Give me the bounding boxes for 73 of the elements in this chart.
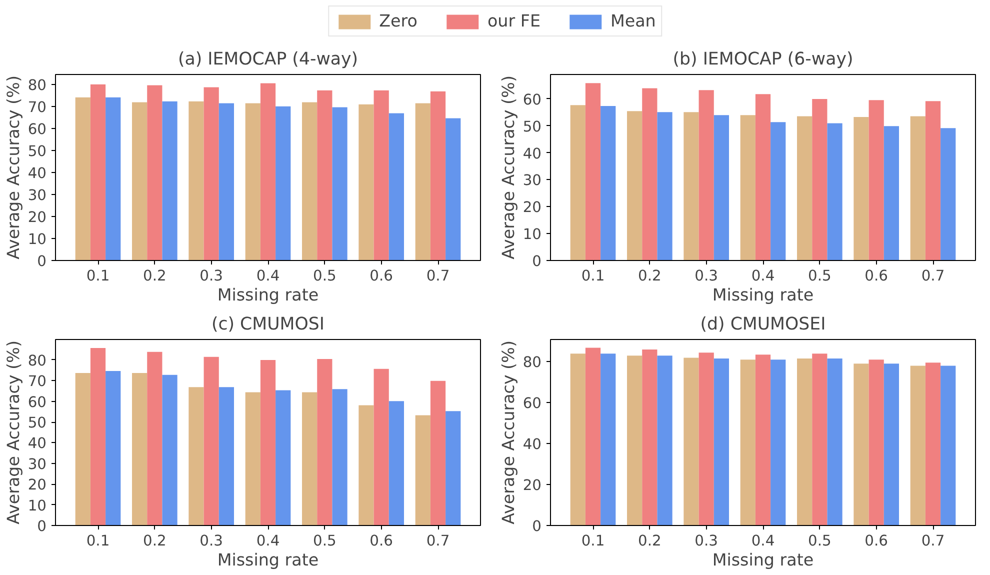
y-tick-label: 50 <box>28 414 47 432</box>
y-tick-label: 70 <box>28 373 47 390</box>
y-tick-label: 0 <box>532 518 542 535</box>
x-tick-label: 0.7 <box>426 268 450 284</box>
y-tick-label: 60 <box>28 394 47 411</box>
x-tick-label: 0.1 <box>86 532 110 550</box>
y-tick-label: 40 <box>522 145 542 162</box>
x-tick-label: 0.3 <box>694 268 718 284</box>
y-tick-label: 10 <box>522 226 542 244</box>
y-tick-label: 80 <box>28 77 47 94</box>
x-tick-label: 0.4 <box>751 268 775 284</box>
x-tick-label: 0.1 <box>581 532 605 550</box>
y-tick-label: 20 <box>28 209 47 226</box>
y-tick-label: 20 <box>522 199 542 216</box>
x-tick-label: 0.4 <box>256 532 280 550</box>
y-tick-label: 40 <box>28 435 47 452</box>
legend-label: Mean <box>610 12 656 30</box>
y-tick-label: 40 <box>28 165 47 182</box>
y-tick-label: 60 <box>28 121 47 138</box>
x-axis-title: Missing rate <box>217 550 319 570</box>
chart-title: (c) CMUMOSI <box>212 314 325 334</box>
x-tick-label: 0.1 <box>581 268 605 284</box>
x-axis-title: Missing rate <box>712 286 814 304</box>
y-tick-label: 30 <box>28 456 47 473</box>
x-tick-label: 0.1 <box>86 268 110 284</box>
y-tick-label: 20 <box>28 476 47 494</box>
x-tick-label: 0.5 <box>808 532 832 550</box>
x-tick-label: 0.5 <box>313 268 336 284</box>
y-axis-title: Average Accuracy (%) <box>4 76 23 260</box>
y-tick-label: 80 <box>28 352 47 370</box>
x-tick-label: 0.3 <box>694 532 718 550</box>
x-tick-label: 0.3 <box>200 532 223 550</box>
y-tick-label: 30 <box>28 187 47 204</box>
y-tick-label: 0 <box>37 253 47 270</box>
y-tick-label: 60 <box>522 395 542 412</box>
x-tick-label: 0.2 <box>638 268 662 284</box>
y-tick-label: 80 <box>522 354 542 372</box>
y-axis-title: Average Accuracy (%) <box>498 76 518 260</box>
y-tick-label: 60 <box>522 91 542 108</box>
y-axis-title: Average Accuracy (%) <box>4 340 23 524</box>
legend-label: our FE <box>487 12 540 30</box>
x-tick-label: 0.6 <box>864 532 888 550</box>
x-tick-label: 0.7 <box>426 532 450 550</box>
x-axis-title: Missing rate <box>217 286 319 304</box>
legend-label: Zero <box>379 12 418 30</box>
x-tick-label: 0.2 <box>143 532 166 550</box>
x-tick-label: 0.5 <box>808 268 832 284</box>
y-tick-label: 50 <box>28 143 47 160</box>
y-tick-label: 0 <box>37 518 47 535</box>
y-tick-label: 50 <box>522 118 542 136</box>
x-tick-label: 0.6 <box>864 268 888 284</box>
y-tick-label: 40 <box>522 436 542 454</box>
y-tick-label: 10 <box>28 497 47 514</box>
x-tick-label: 0.6 <box>370 532 393 550</box>
y-tick-label: 0 <box>532 253 542 270</box>
chart-title: (a) IEMOCAP (4-way) <box>178 50 358 70</box>
y-tick-label: 20 <box>522 477 542 494</box>
x-tick-label: 0.4 <box>751 532 775 550</box>
x-tick-label: 0.5 <box>313 532 336 550</box>
x-tick-label: 0.2 <box>638 532 662 550</box>
x-tick-label: 0.6 <box>370 268 393 284</box>
y-tick-label: 70 <box>28 99 47 116</box>
x-tick-label: 0.2 <box>143 268 166 284</box>
x-axis-title: Missing rate <box>712 550 814 570</box>
x-tick-label: 0.3 <box>200 268 223 284</box>
y-tick-label: 10 <box>28 231 47 248</box>
y-axis-title: Average Accuracy (%) <box>498 340 518 524</box>
x-tick-label: 0.4 <box>256 268 280 284</box>
x-tick-label: 0.7 <box>921 268 945 284</box>
chart-title: (b) IEMOCAP (6-way) <box>672 50 854 70</box>
x-tick-label: 0.7 <box>921 532 945 550</box>
chart-title: (d) CMUMOSEI <box>700 314 826 334</box>
y-tick-label: 30 <box>522 172 542 190</box>
